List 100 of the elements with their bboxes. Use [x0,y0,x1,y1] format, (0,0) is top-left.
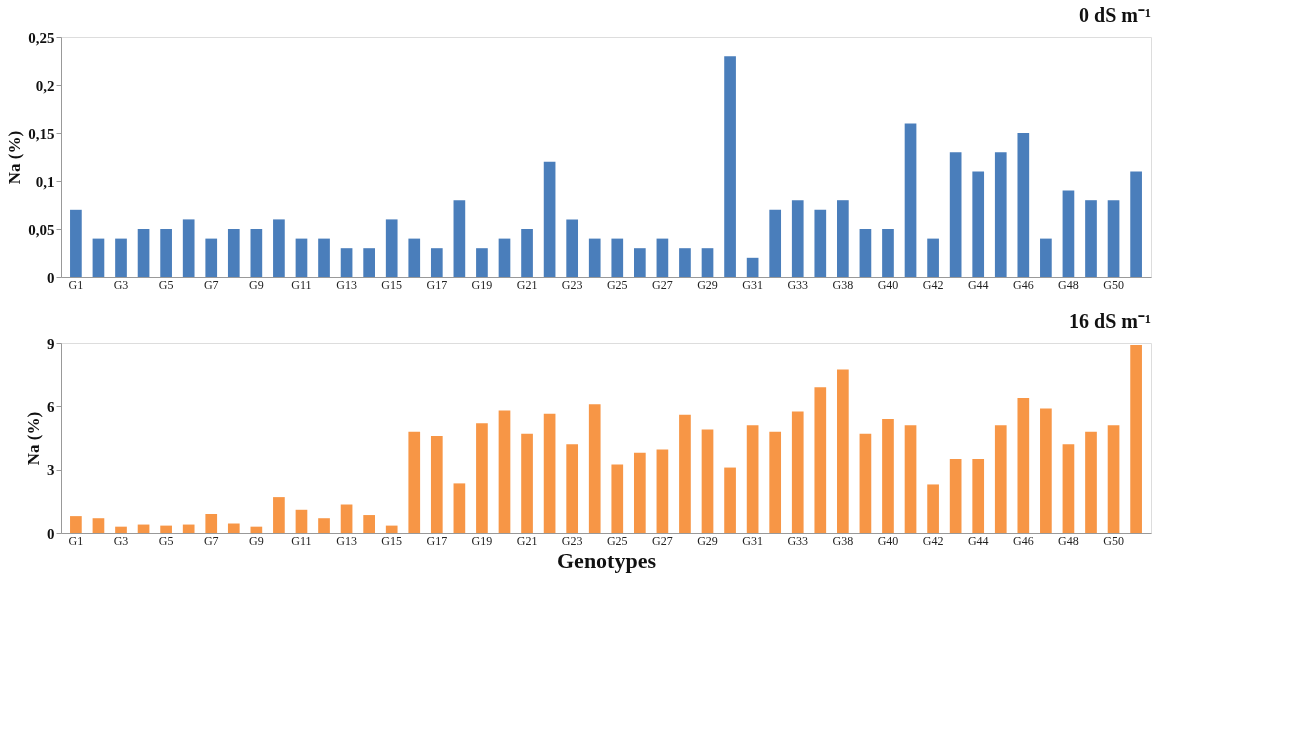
bar [859,433,872,533]
x-tick-label: G46 [1012,277,1034,292]
x-tick-label: G11 [291,533,312,548]
bar [679,414,691,533]
bar [791,200,804,277]
bar [949,459,962,533]
bar [724,56,736,277]
x-tick-label: G27 [652,277,673,292]
bar [408,431,421,533]
y-axis-title: Na (%) [24,411,43,466]
bar [972,171,985,277]
bar [611,238,624,277]
x-tick-label: G23 [561,277,583,292]
x-tick-label: G48 [1058,533,1079,548]
bar [566,219,579,277]
x-tick-label: G50 [1103,277,1124,292]
y-tick-label: 6 [47,398,55,415]
x-tick-label: G1 [68,277,84,292]
y-tick-label: 9 [47,335,55,352]
x-tick-label: G17 [426,277,448,292]
bar [1017,133,1030,277]
bar [182,524,195,533]
bar [949,152,962,277]
bar [385,525,398,533]
x-tick-label: G15 [381,533,403,548]
bar [160,229,172,277]
bar [791,411,804,533]
bar [656,238,669,277]
x-tick-label: G44 [967,533,989,548]
x-tick-label: G48 [1058,277,1079,292]
bar [115,526,127,533]
bar [1130,171,1142,277]
x-tick-label: G17 [426,533,448,548]
bar [769,431,782,533]
chart-title: 16 dS m⁻¹ [1069,310,1151,332]
x-tick-label: G29 [697,277,718,292]
bar [588,404,601,533]
bar [385,219,398,277]
bar [724,467,736,533]
bar [340,248,353,277]
x-tick-label: G13 [336,533,357,548]
x-tick-label: G15 [381,277,403,292]
bar [882,419,894,533]
x-tick-label: G5 [158,277,174,292]
bar [927,484,939,533]
y-tick-label: 0,25 [28,29,55,46]
x-tick-label: G42 [922,277,944,292]
bar [318,238,330,277]
x-tick-label: G38 [832,277,854,292]
bar [633,248,646,277]
bar [814,209,827,277]
bar [70,516,82,533]
bar [769,209,782,277]
bar [543,413,556,533]
bar [588,238,601,277]
bar [453,483,466,533]
bar [430,435,443,533]
x-tick-label: G50 [1103,533,1124,548]
bar [408,238,421,277]
x-tick-label: G31 [742,277,763,292]
x-tick-label: G25 [606,277,628,292]
x-tick-label: G31 [742,533,763,548]
bar [115,238,127,277]
bar [205,238,218,277]
bar [837,200,849,277]
x-tick-label: G46 [1012,533,1034,548]
y-tick-label: 0,1 [35,173,55,190]
bar [1107,200,1120,277]
x-tick-label: G19 [471,533,493,548]
x-tick-label: G33 [787,533,809,548]
bar [498,238,511,277]
bar [656,449,669,533]
bar [521,433,533,533]
bar [160,525,172,533]
x-tick-label: G40 [877,277,899,292]
bar [92,518,105,533]
bar [566,444,579,533]
bar [476,423,488,533]
bar [837,369,849,533]
chart-title: 0 dS m⁻¹ [1079,4,1151,26]
bar [701,248,714,277]
x-tick-label: G19 [471,277,493,292]
y-tick-label: 0,05 [28,221,55,238]
x-tick-label: G33 [787,277,809,292]
y-tick-label: 0,15 [28,125,55,142]
bar [453,200,466,277]
bar [679,248,691,277]
bar [882,229,894,277]
bar [994,152,1007,277]
bar [1040,408,1052,533]
bar [1062,444,1075,533]
bar [227,229,240,277]
x-tick-label: G5 [158,533,174,548]
bar [363,515,375,533]
bar [227,523,240,533]
bar [1040,238,1052,277]
bar [273,219,285,277]
bar [994,425,1007,533]
bar [904,425,917,533]
y-tick-label: 0,2 [35,77,55,94]
